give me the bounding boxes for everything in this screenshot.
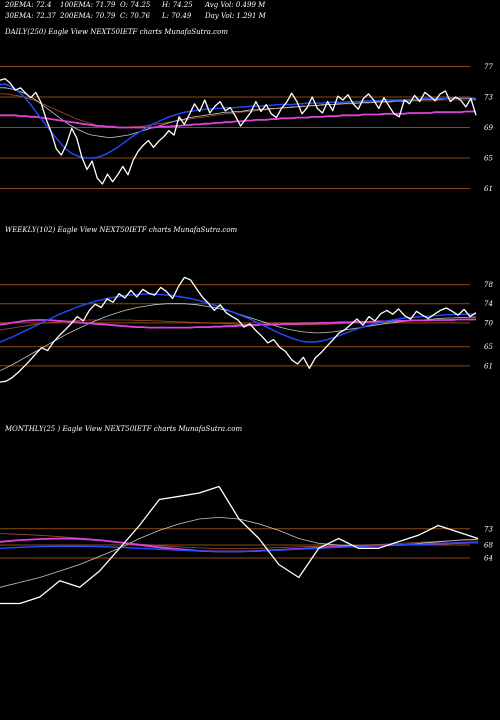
header-avg-vol: Avg Vol: 0.499 M: [205, 1, 266, 9]
header-ema200: 200EMA: 70.79: [60, 12, 116, 20]
weekly-ema-short-line: [0, 293, 477, 343]
weekly-panel: 78 74 70 65 61: [0, 276, 493, 383]
header-close: C: 70.76: [120, 12, 150, 20]
daily-tick-label: 77: [484, 63, 493, 71]
daily-tick-label: 65: [484, 155, 493, 163]
monthly-ema-short-line: [0, 542, 479, 553]
weekly-tick-label: 74: [484, 300, 493, 308]
daily-tick-label: 69: [484, 124, 493, 132]
header-ema20: 20EMA: 72.4: [5, 1, 52, 9]
weekly-ema-long-line: [0, 318, 476, 329]
weekly-caption: WEEKLY(102) Eagle View NEXT50IETF charts…: [5, 226, 238, 234]
weekly-price-line: [0, 276, 477, 383]
weekly-tick-label: 78: [484, 281, 493, 289]
monthly-panel: 73 68 64: [0, 485, 493, 605]
daily-ema-long-line: [0, 110, 476, 129]
weekly-tick-label: 61: [484, 362, 493, 370]
weekly-tick-label: 65: [484, 343, 493, 351]
daily-ema-brown-line: [0, 93, 476, 128]
header-ema30: 30EMA: 72.37: [5, 12, 56, 20]
header-high: H: 74.25: [162, 1, 193, 9]
weekly-tick-label: 70: [484, 319, 493, 327]
monthly-tick-label: 73: [484, 525, 493, 533]
daily-ema-short-line: [0, 83, 477, 159]
daily-tick-label: 61: [484, 185, 493, 193]
monthly-tick-label: 68: [484, 542, 493, 550]
header-day-vol: Day Vol: 1.291 M: [205, 12, 266, 20]
monthly-price-line: [0, 485, 479, 605]
daily-price-line: [0, 78, 477, 185]
header-open: O: 74.25: [120, 1, 151, 9]
monthly-caption: MONTHLY(25 ) Eagle View NEXT50IETF chart…: [5, 425, 243, 433]
daily-tick-label: 73: [484, 93, 493, 101]
daily-ema-mid-line: [0, 87, 477, 138]
daily-caption: DAILY(250) Eagle View NEXT50IETF charts …: [5, 28, 228, 36]
header-low: L: 70.49: [162, 12, 192, 20]
header-ema100: 100EMA: 71.79: [60, 1, 116, 9]
monthly-tick-label: 64: [484, 555, 493, 563]
daily-panel: 77 73 69 65 61: [0, 63, 493, 193]
